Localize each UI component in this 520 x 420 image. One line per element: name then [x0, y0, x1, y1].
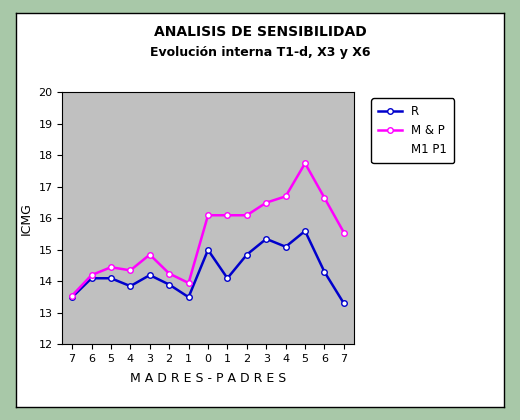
M & P	[127, 268, 134, 273]
M & P	[263, 200, 269, 205]
R	[205, 247, 211, 252]
R	[341, 301, 347, 306]
Legend: R, M & P, M1 P1: R, M & P, M1 P1	[371, 98, 454, 163]
R	[127, 284, 134, 289]
Text: ANALISIS DE SENSIBILIDAD: ANALISIS DE SENSIBILIDAD	[153, 24, 367, 39]
M & P	[282, 194, 289, 199]
M & P	[186, 281, 192, 286]
M & P	[302, 161, 308, 166]
R	[263, 236, 269, 241]
M & P	[69, 293, 75, 298]
R	[302, 228, 308, 234]
M & P	[88, 273, 95, 278]
M & P	[244, 213, 250, 218]
R	[108, 276, 114, 281]
M & P	[341, 230, 347, 235]
M & P	[321, 195, 328, 200]
Line: M & P: M & P	[69, 160, 347, 298]
R	[69, 295, 75, 300]
R	[186, 295, 192, 300]
Text: Evolución interna T1-d, X3 y X6: Evolución interna T1-d, X3 y X6	[150, 46, 370, 59]
R	[224, 276, 230, 281]
M & P	[108, 265, 114, 270]
R	[166, 282, 172, 287]
R	[321, 270, 328, 275]
R	[282, 244, 289, 249]
M & P	[205, 213, 211, 218]
M & P	[147, 252, 153, 257]
M & P	[166, 271, 172, 276]
Y-axis label: ICMG: ICMG	[20, 202, 33, 235]
Line: R: R	[69, 228, 347, 306]
R	[147, 273, 153, 278]
R	[244, 252, 250, 257]
X-axis label: M A D R E S - P A D R E S: M A D R E S - P A D R E S	[130, 373, 286, 386]
M & P	[224, 213, 230, 218]
R	[88, 276, 95, 281]
